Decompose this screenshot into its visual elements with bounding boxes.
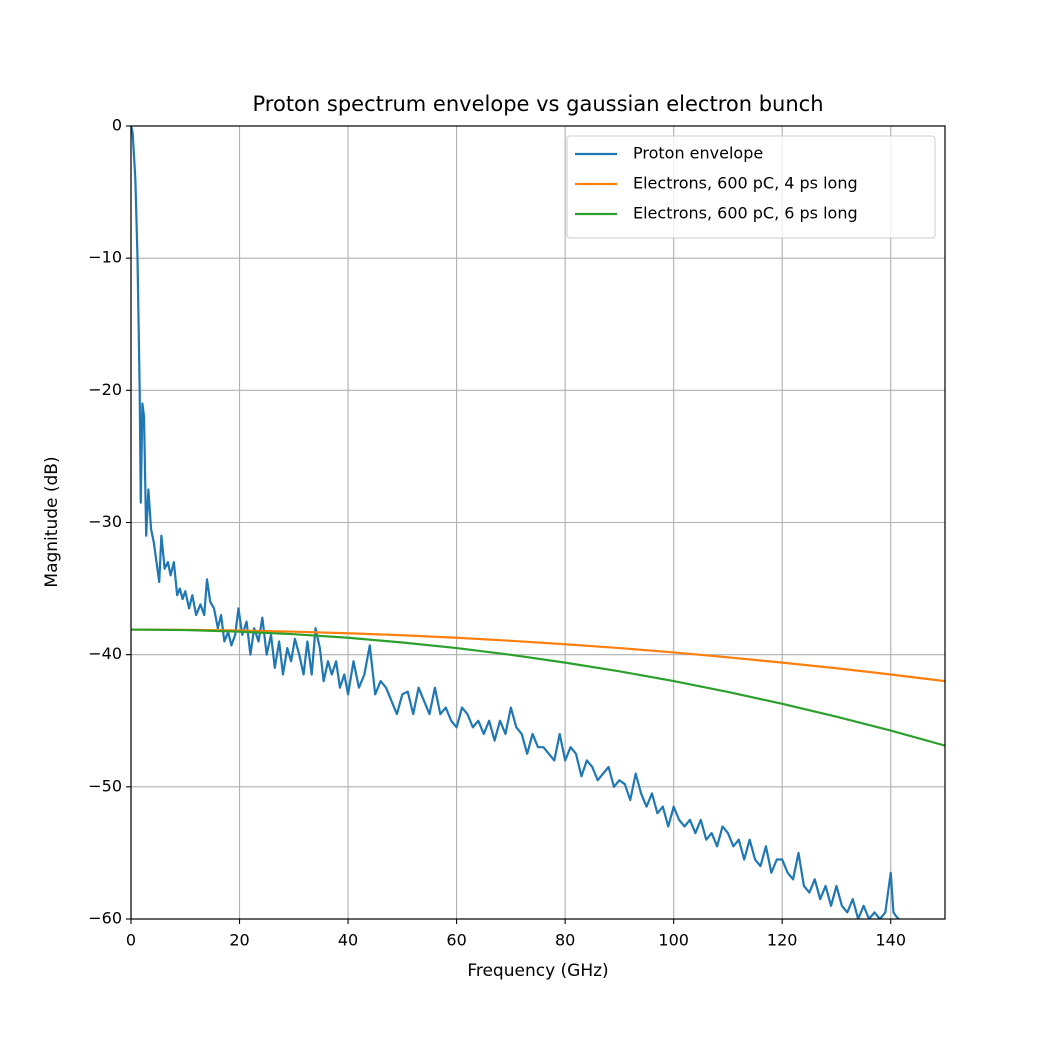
x-tick-label: 0 (126, 931, 136, 950)
legend-box (566, 135, 936, 239)
y-tick-label: 0 (112, 116, 122, 135)
legend-label: Proton envelope (633, 144, 763, 163)
series-line (131, 628, 945, 747)
x-tick-label: 100 (658, 931, 689, 950)
ticks: 0 20 40 60 80 100 120 140 −60 −50 −40 −30 −20 −10 0 (88, 116, 906, 950)
x-axis-label: Frequency (GHz) (467, 961, 608, 981)
y-tick-label: −60 (88, 909, 122, 928)
y-tick-label: −10 (88, 248, 122, 267)
y-tick-label: −20 (88, 380, 122, 399)
series-line (131, 628, 945, 683)
legend-label: Electrons, 600 pC, 6 ps long (633, 204, 858, 223)
x-tick-label: 60 (446, 931, 466, 950)
x-tick-label: 120 (767, 931, 798, 950)
x-tick-label: 40 (338, 931, 358, 950)
x-tick-label: 20 (229, 931, 249, 950)
x-tick-label: 80 (555, 931, 575, 950)
chart-title: Proton spectrum envelope vs gaussian ele… (253, 92, 824, 116)
plot-lines (131, 126, 945, 919)
x-tick-label: 140 (875, 931, 906, 950)
legend-label: Electrons, 600 pC, 4 ps long (633, 174, 858, 193)
y-tick-label: −40 (88, 644, 122, 663)
legend: Proton envelope Electrons, 600 pC, 4 ps l… (566, 135, 936, 239)
y-tick-label: −30 (88, 512, 122, 531)
y-axis-label: Magnitude (dB) (42, 456, 62, 587)
series-line (131, 126, 900, 919)
y-tick-label: −50 (88, 776, 122, 795)
